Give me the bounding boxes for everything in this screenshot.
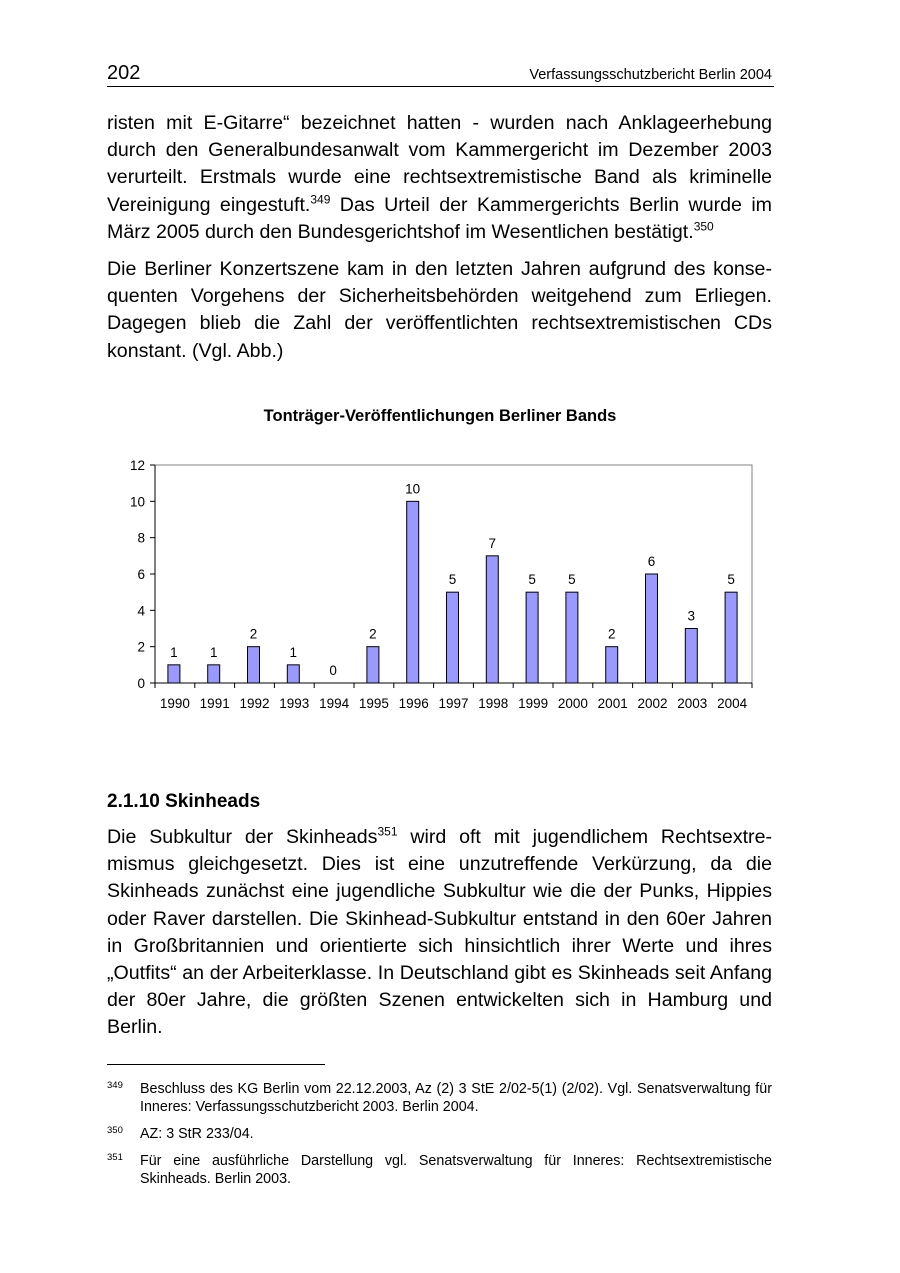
x-tick-label: 2001	[598, 696, 628, 711]
footnote-ref-349[interactable]: 349	[310, 192, 331, 207]
bar-2002	[645, 573, 658, 684]
x-tick-label: 1993	[279, 696, 309, 711]
y-tick-label: 10	[130, 494, 145, 509]
x-tick-label: 1997	[438, 696, 468, 711]
y-tick-label: 4	[137, 603, 145, 618]
data-label-2000: 5	[568, 572, 576, 587]
footnote-rule	[107, 1064, 325, 1065]
page-number: 202	[107, 62, 141, 84]
footnote-number: 351	[107, 1152, 123, 1163]
footnote-351: 351 Für eine ausführliche Darstellung vg…	[107, 1152, 772, 1188]
footnote-number: 350	[107, 1125, 123, 1136]
data-label-1999: 5	[528, 572, 536, 587]
paragraph-2: Die Berliner Konzertszene kam in den let…	[107, 256, 772, 365]
footnote-350: 350 AZ: 3 StR 233/04.	[107, 1125, 772, 1144]
data-label-1990: 1	[170, 645, 178, 660]
running-title: Verfassungsschutzbericht Berlin 2004	[529, 67, 772, 83]
x-tick-label: 1999	[518, 696, 548, 711]
footnote-ref-351[interactable]: 351	[377, 824, 398, 839]
bar-1999	[525, 591, 539, 684]
x-tick-label: 1992	[239, 696, 269, 711]
bar-1991	[207, 664, 221, 684]
bar-2004	[724, 591, 738, 684]
y-tick-label: 2	[137, 640, 145, 655]
footnote-text: Beschluss des KG Berlin vom 22.12.2003, …	[140, 1081, 772, 1115]
footnote-ref-350[interactable]: 350	[693, 219, 714, 234]
data-label-1995: 2	[369, 627, 377, 642]
y-tick-label: 12	[130, 458, 145, 473]
x-tick-label: 1994	[319, 696, 350, 711]
data-label-1994: 0	[329, 663, 337, 678]
bar-2000	[565, 591, 579, 684]
data-label-1996: 10	[405, 481, 420, 496]
y-tick-label: 0	[137, 676, 145, 691]
data-label-1991: 1	[210, 645, 218, 660]
x-tick-label: 2004	[717, 696, 748, 711]
footnote-text: AZ: 3 StR 233/04.	[140, 1126, 254, 1142]
bar-1996	[406, 500, 420, 684]
x-tick-label: 1996	[399, 696, 429, 711]
bar-chart: 0 2 4 6 8 10 12 1 1990 1 1991 2 1992 1 1993 0 1994 2 1995 1…	[130, 458, 753, 711]
text: risten mit E-Gitarre“ bezeichnet hatten …	[107, 112, 772, 216]
x-tick-label: 1998	[478, 696, 508, 711]
bar-1998	[485, 555, 499, 684]
bar-1992	[247, 646, 260, 684]
paragraph-1: risten mit E-Gitarre“ bezeichnet hatten …	[107, 110, 772, 246]
x-tick-label: 2002	[637, 696, 667, 711]
header-rule	[107, 86, 774, 87]
chart-title: Tonträger-Veröffentlichungen Berliner Ba…	[263, 407, 617, 425]
x-tick-label: 1995	[359, 696, 389, 711]
data-label-1993: 1	[290, 645, 298, 660]
data-label-1997: 5	[449, 572, 457, 587]
x-tick-label: 2003	[677, 696, 707, 711]
bar-1997	[446, 591, 459, 684]
y-tick-label: 6	[137, 567, 145, 582]
text: Die Subkultur der Skinheads	[107, 826, 378, 848]
data-label-1998: 7	[489, 536, 497, 551]
bar-2003	[684, 628, 698, 684]
x-tick-label: 1991	[200, 696, 230, 711]
footnote-number: 349	[107, 1080, 123, 1091]
x-tick-label: 1990	[160, 696, 190, 711]
paragraph-3: Die Subkultur der Skinheads351 wird oft …	[107, 824, 772, 1042]
x-tick-label: 2000	[558, 696, 588, 711]
bar-1990	[167, 664, 181, 684]
data-label-2003: 3	[688, 609, 696, 624]
data-label-2004: 5	[727, 572, 735, 587]
section-heading: 2.1.10 Skinheads	[107, 791, 261, 812]
y-tick-label: 8	[137, 531, 145, 546]
text: Die Berliner Konzertszene kam in den let…	[107, 258, 772, 362]
data-label-2001: 2	[608, 627, 616, 642]
text: wird oft mit jugendlichem Rechtsextre­mi…	[107, 826, 773, 1039]
footnote-349: 349 Beschluss des KG Berlin vom 22.12.20…	[107, 1080, 772, 1116]
footnote-text: Für eine ausführliche Darstellung vgl. S…	[140, 1153, 772, 1187]
bar-1993	[286, 664, 300, 684]
bar-2001	[605, 646, 619, 684]
text: Das Urteil der Kammergerichts Berlin wur…	[107, 193, 773, 243]
data-label-2002: 6	[648, 554, 656, 569]
bar-1995	[366, 646, 380, 684]
data-label-1992: 2	[250, 627, 258, 642]
